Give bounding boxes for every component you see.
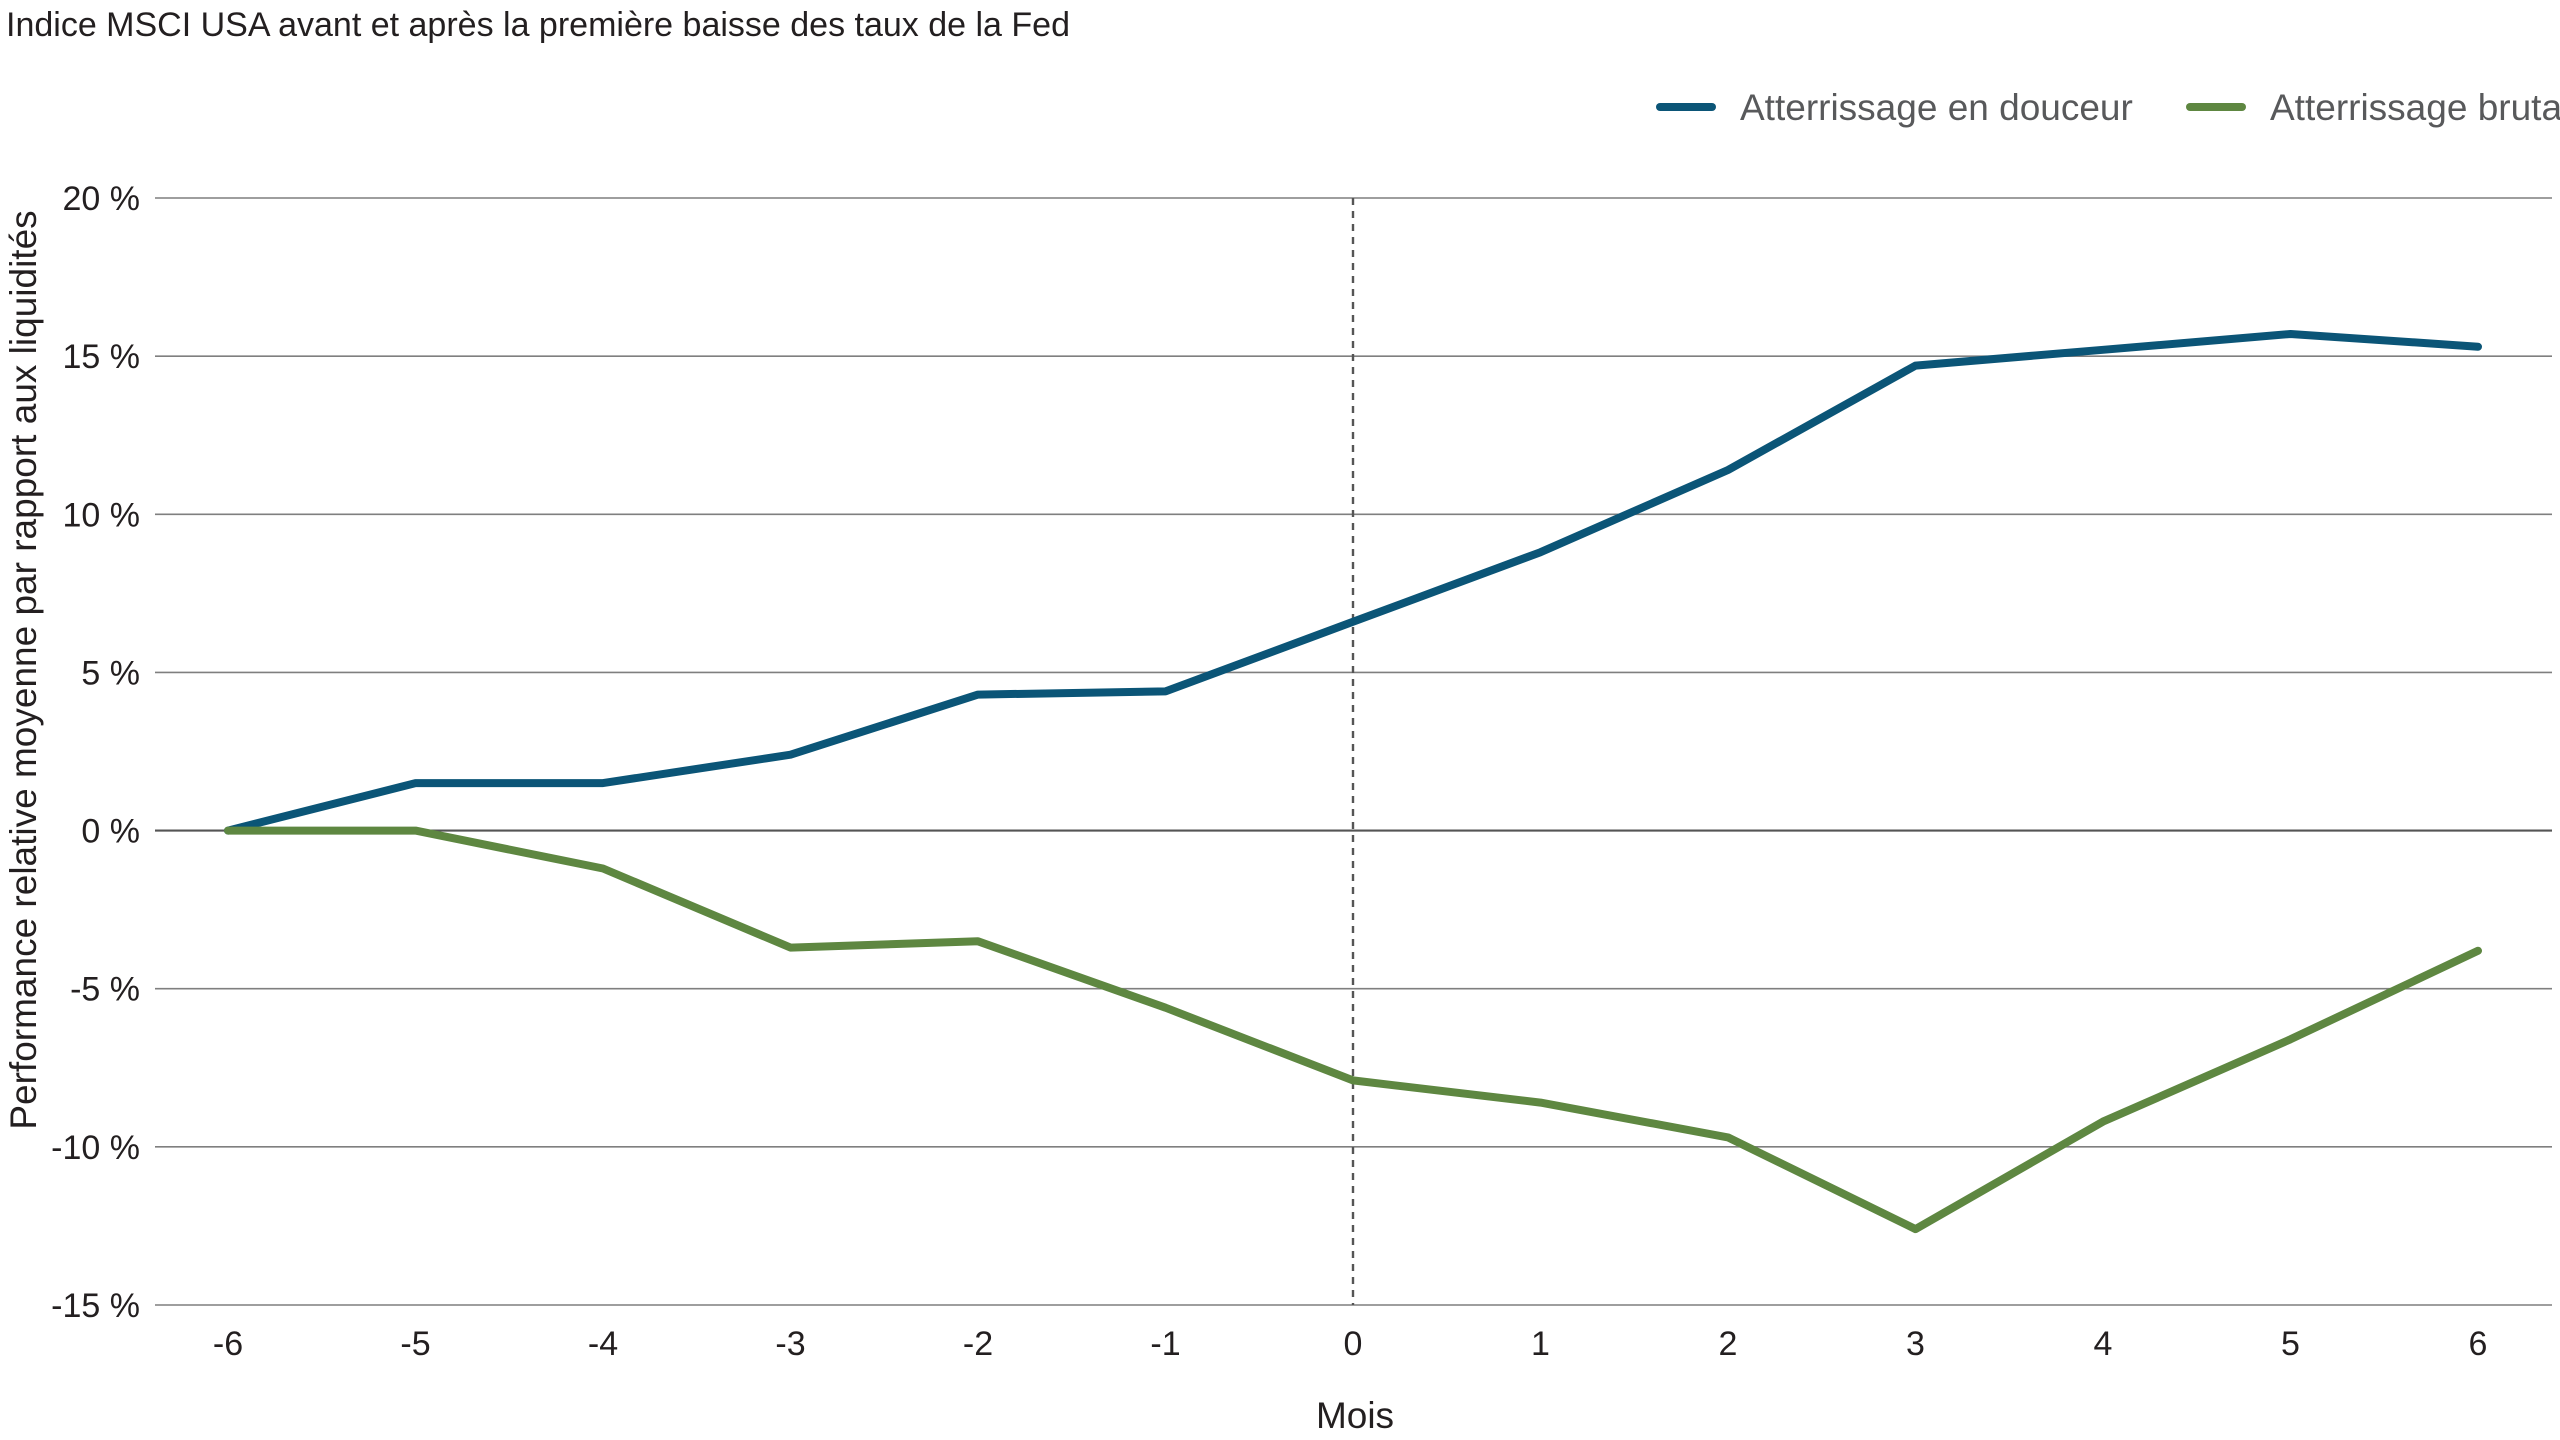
x-tick-label: -5 — [400, 1325, 430, 1363]
y-tick-label: -5 % — [70, 971, 140, 1009]
series-line-hard-landing — [224, 826, 2482, 1234]
y-tick-label: 10 % — [63, 496, 141, 534]
legend-label: Atterrissage en douceur — [1740, 87, 2133, 128]
series-line-soft-landing — [224, 330, 2482, 835]
x-tick-label: 5 — [2281, 1325, 2300, 1363]
y-tick-label: -15 % — [51, 1287, 140, 1325]
x-tick-label: 2 — [1719, 1325, 1738, 1363]
legend-label: Atterrissage brutal — [2270, 87, 2560, 128]
x-tick-label: 3 — [1906, 1325, 1925, 1363]
x-tick-label: 0 — [1344, 1325, 1363, 1363]
x-tick-label: 4 — [2094, 1325, 2113, 1363]
x-tick-label: -4 — [588, 1325, 618, 1363]
x-tick-label: -6 — [213, 1325, 243, 1363]
x-tick-label: -1 — [1150, 1325, 1180, 1363]
y-tick-label: 15 % — [63, 338, 141, 376]
y-tick-label: 5 % — [81, 654, 140, 692]
x-tick-label: 1 — [1531, 1325, 1550, 1363]
x-axis-tick-labels: -6 -5 -4 -3 -2 -1 0 1 2 3 4 5 6 — [213, 1325, 2488, 1363]
x-tick-label: -3 — [775, 1325, 805, 1363]
x-tick-label: -2 — [963, 1325, 993, 1363]
legend: Atterrissage en douceur Atterrissage brut… — [1656, 87, 2560, 128]
y-axis-tick-labels: 20 % 15 % 10 % 5 % 0 % -5 % -10 % -15 % — [51, 180, 140, 1325]
y-axis-title: Performance relative moyenne par rapport… — [3, 210, 44, 1129]
y-tick-label: 20 % — [63, 180, 141, 218]
y-tick-label: -10 % — [51, 1129, 140, 1167]
y-tick-label: 0 % — [81, 813, 140, 851]
chart-title: Indice MSCI USA avant et après la premiè… — [6, 6, 1070, 44]
x-tick-label: 6 — [2469, 1325, 2488, 1363]
series-lines — [224, 330, 2482, 1234]
x-axis-title: Mois — [1316, 1395, 1394, 1436]
